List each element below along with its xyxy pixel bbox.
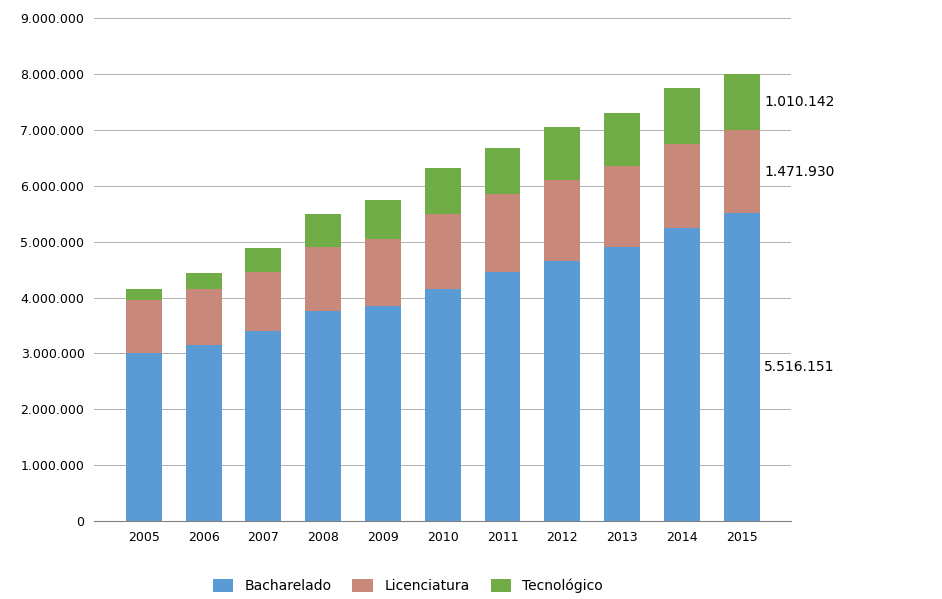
Bar bbox=[425, 289, 461, 521]
Bar bbox=[186, 289, 221, 345]
Text: 1.010.142: 1.010.142 bbox=[764, 95, 835, 109]
Bar bbox=[604, 166, 640, 247]
Bar bbox=[126, 289, 162, 300]
Bar bbox=[723, 213, 759, 521]
Bar bbox=[365, 239, 401, 306]
Legend: Bacharelado, Licenciatura, Tecnológico: Bacharelado, Licenciatura, Tecnológico bbox=[207, 573, 609, 599]
Bar bbox=[246, 273, 282, 331]
Bar bbox=[305, 247, 341, 311]
Bar bbox=[305, 311, 341, 521]
Bar bbox=[484, 194, 521, 273]
Bar bbox=[723, 74, 759, 131]
Bar bbox=[664, 144, 700, 228]
Bar bbox=[544, 180, 580, 261]
Bar bbox=[126, 353, 162, 521]
Bar bbox=[305, 214, 341, 247]
Bar bbox=[544, 127, 580, 180]
Bar bbox=[425, 214, 461, 289]
Text: 5.516.151: 5.516.151 bbox=[764, 360, 835, 374]
Bar bbox=[484, 148, 521, 194]
Bar bbox=[425, 168, 461, 214]
Bar bbox=[664, 228, 700, 521]
Bar bbox=[126, 300, 162, 353]
Bar bbox=[544, 261, 580, 521]
Bar bbox=[246, 249, 282, 273]
Bar bbox=[186, 345, 221, 521]
Bar bbox=[604, 247, 640, 521]
Bar bbox=[186, 274, 221, 289]
Bar bbox=[484, 273, 521, 521]
Bar bbox=[246, 331, 282, 521]
Bar bbox=[365, 306, 401, 521]
Bar bbox=[365, 199, 401, 239]
Bar bbox=[664, 88, 700, 144]
Bar bbox=[604, 113, 640, 166]
Bar bbox=[723, 131, 759, 213]
Text: 1.471.930: 1.471.930 bbox=[764, 165, 835, 179]
